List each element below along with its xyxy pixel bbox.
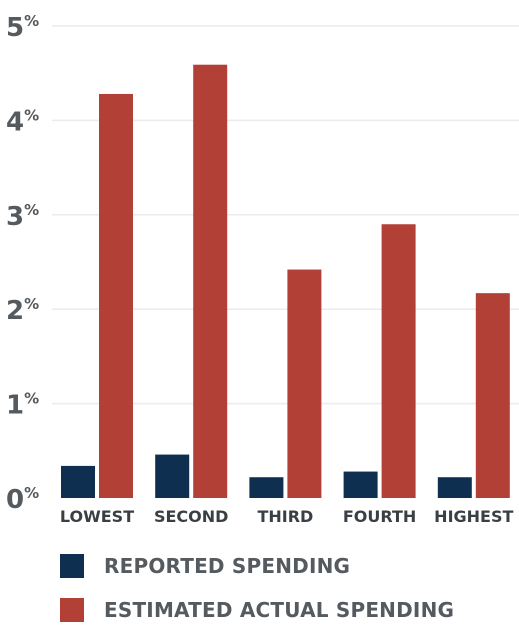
y-tick-label: 3% xyxy=(6,201,39,232)
legend-item-reported: REPORTED SPENDING xyxy=(60,552,454,580)
y-tick-label: 4% xyxy=(6,106,39,137)
y-tick-unit: % xyxy=(24,12,39,30)
y-tick-label: 2% xyxy=(6,295,39,326)
y-tick-number: 2 xyxy=(6,296,24,326)
x-tick-second: SECOND xyxy=(154,507,228,526)
y-tick-unit: % xyxy=(24,201,39,219)
legend-item-estimated: ESTIMATED ACTUAL SPENDING xyxy=(60,596,454,624)
bar-reported-fourth xyxy=(343,471,378,498)
bar-reported-lowest xyxy=(61,465,95,498)
bar-estimated-fourth xyxy=(381,224,416,499)
y-tick-number: 0 xyxy=(6,485,24,515)
x-tick-fourth: FOURTH xyxy=(343,507,416,526)
bars xyxy=(61,64,510,499)
bar-reported-second xyxy=(155,454,190,498)
y-tick-number: 4 xyxy=(6,107,24,137)
bar-estimated-second xyxy=(193,64,228,498)
bar-estimated-highest xyxy=(475,293,510,498)
x-tick-third: THIRD xyxy=(257,507,313,526)
bar-chart: 0%1%2%3%4%5% LOWEST SECOND THIRD FOURTH HIGH… xyxy=(6,12,519,526)
y-tick-number: 5 xyxy=(6,13,24,43)
bar-reported-third xyxy=(249,477,284,498)
bar-estimated-lowest xyxy=(99,93,133,498)
y-tick-number: 1 xyxy=(6,391,24,421)
y-tick-unit: % xyxy=(24,106,39,124)
y-tick-unit: % xyxy=(24,484,39,502)
y-tick-label: 5% xyxy=(6,12,39,43)
y-tick-label: 0% xyxy=(6,484,39,515)
legend: REPORTED SPENDING ESTIMATED ACTUAL SPEND… xyxy=(60,552,454,640)
y-tick-unit: % xyxy=(24,295,39,313)
bar-estimated-third xyxy=(287,269,322,498)
y-tick-label: 1% xyxy=(6,390,39,421)
x-tick-highest: HIGHEST xyxy=(434,507,513,526)
x-tick-lowest: LOWEST xyxy=(60,507,134,526)
bar-reported-highest xyxy=(437,477,472,498)
y-axis-ticks: 0%1%2%3%4%5% xyxy=(6,12,39,515)
legend-swatch-reported xyxy=(60,554,84,578)
legend-label-estimated: ESTIMATED ACTUAL SPENDING xyxy=(104,598,455,622)
y-tick-unit: % xyxy=(24,390,39,408)
y-tick-number: 3 xyxy=(6,202,24,232)
x-axis-ticks: LOWEST SECOND THIRD FOURTH HIGHEST xyxy=(60,507,514,526)
legend-label-reported: REPORTED SPENDING xyxy=(104,554,351,578)
legend-swatch-estimated xyxy=(60,598,84,622)
